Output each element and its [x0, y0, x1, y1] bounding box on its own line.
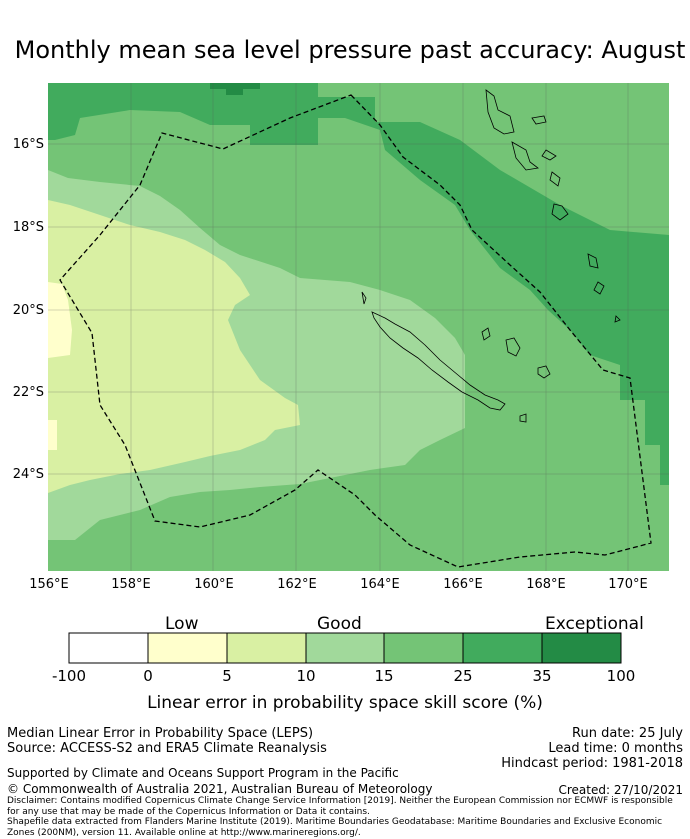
colorbar-category-exceptional: Exceptional [545, 614, 644, 634]
skill-field-very-high [48, 83, 318, 95]
colorbar-tick: 5 [222, 667, 232, 685]
lat-label: 18°S [12, 220, 44, 235]
colorbar-tick: 100 [606, 667, 636, 685]
source-text: Source: ACCESS-S2 and ERA5 Climate Reana… [7, 741, 327, 756]
lead-time: Lead time: 0 months [548, 741, 683, 756]
skill-field-very-high [48, 83, 669, 485]
skill-field-very-high [72, 538, 162, 571]
eez-boundary [59, 94, 652, 568]
map-title: Monthly mean sea level pressure past acc… [14, 36, 686, 64]
colorbar-tick: 15 [374, 667, 394, 685]
disclaimer-shapefile: Shapefile data extracted from Flanders M… [7, 817, 663, 838]
lon-label: 164°E [360, 577, 400, 592]
lon-label: 158°E [111, 577, 151, 592]
lat-label: 16°S [12, 137, 44, 152]
new-caledonia-coastline [371, 311, 506, 411]
hindcast-period: Hindcast period: 1981-2018 [501, 756, 683, 771]
lat-label: 24°S [12, 467, 44, 482]
lat-label: 20°S [12, 303, 44, 318]
colorbar-tick: 10 [296, 667, 316, 685]
colorbar-tick: 35 [532, 667, 552, 685]
colorbar-bin-very-high [462, 632, 543, 664]
lon-label: 160°E [194, 577, 234, 592]
graticule [48, 83, 669, 571]
colorbar-bin-high [383, 632, 464, 664]
colorbar-tick: 25 [453, 667, 473, 685]
run-date: Run date: 25 July [572, 726, 683, 741]
skill-field-low [48, 420, 57, 450]
lon-label: 156°E [29, 577, 69, 592]
disclaimer-copernicus: Disclaimer: Contains modified Copernicus… [7, 796, 673, 817]
colorbar-category-good: Good [317, 614, 362, 634]
colorbar-tick: -100 [51, 667, 87, 685]
lat-label: 22°S [12, 385, 44, 400]
lon-label: 170°E [608, 577, 648, 592]
lon-label: 162°E [277, 577, 317, 592]
colorbar-tick: 0 [143, 667, 153, 685]
colorbar-bin-none [68, 632, 149, 664]
metric-text: Median Linear Error in Probability Space… [7, 726, 314, 741]
colorbar-bin-exceptional [541, 632, 622, 664]
supported-text: Supported by Climate and Oceans Support … [7, 766, 399, 780]
colorbar-bin-low [147, 632, 228, 664]
lon-label: 166°E [443, 577, 483, 592]
skill-field-exceptional [226, 83, 243, 95]
skill-field-low [48, 282, 72, 358]
vanuatu-coastline [485, 89, 621, 323]
colorbar-bin-moderate [226, 632, 307, 664]
colorbar-category-low: Low [165, 614, 199, 634]
lon-label: 168°E [526, 577, 566, 592]
skill-field-moderate [48, 200, 300, 493]
colorbar [68, 632, 622, 664]
created-date: Created: 27/10/2021 [558, 783, 683, 797]
colorbar-label: Linear error in probability space skill … [147, 693, 543, 713]
colorbar-bin-good [305, 632, 385, 664]
loyalty-islands-coastline [481, 327, 551, 423]
copyright-text: © Commonwealth of Australia 2021, Austra… [7, 782, 433, 796]
belep-islands-coastline [361, 291, 367, 305]
